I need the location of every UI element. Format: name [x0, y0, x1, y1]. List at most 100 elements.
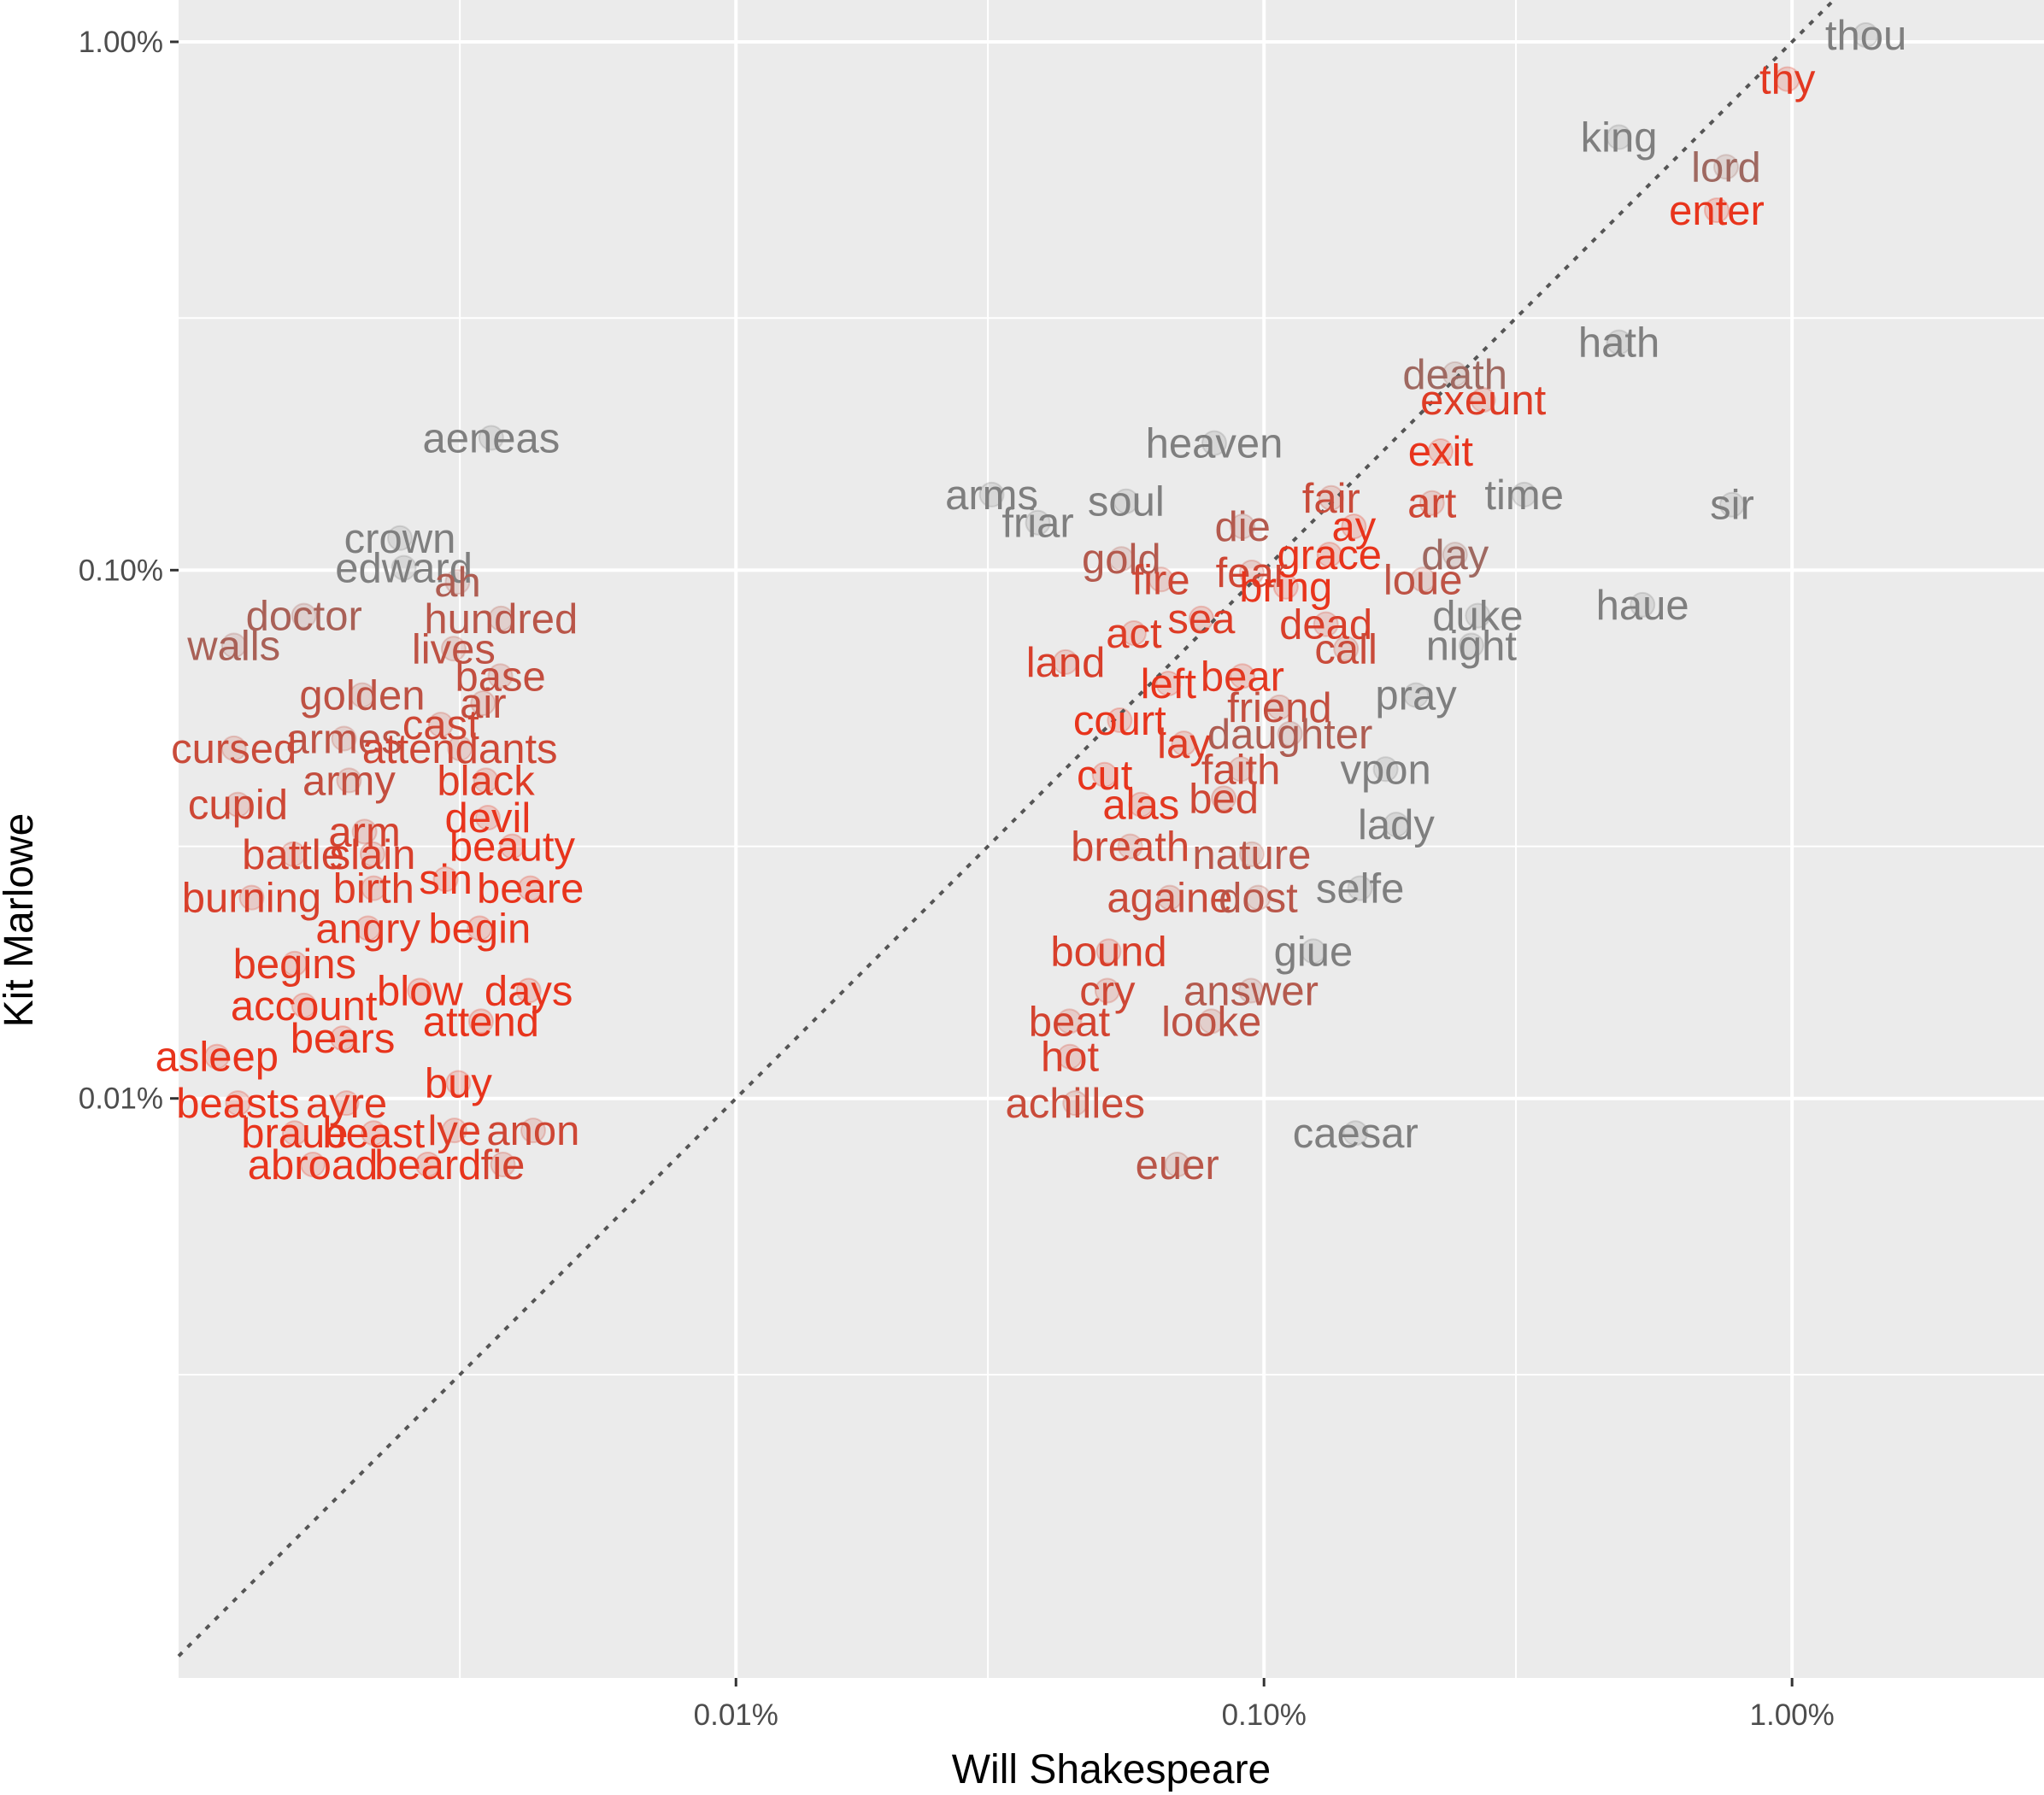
word-label: armes: [285, 716, 402, 762]
word-label: base: [455, 654, 545, 700]
word-point: [238, 884, 265, 911]
word-label: exeunt: [1420, 378, 1547, 424]
word-point: [1062, 1090, 1089, 1117]
word-label: friend: [1227, 685, 1332, 731]
word-label: duke: [1432, 594, 1523, 640]
word-label: buy: [425, 1061, 493, 1107]
word-point: [1094, 977, 1120, 1004]
word-point: [1313, 611, 1339, 637]
word-label: looke: [1161, 999, 1261, 1045]
word-label: doctor: [246, 594, 362, 640]
word-point: [220, 632, 247, 659]
word-label: account: [231, 983, 378, 1029]
word-point: [351, 818, 378, 845]
word-point: [1107, 707, 1133, 733]
word-point: [333, 1090, 360, 1117]
word-point: [414, 1151, 441, 1177]
word-point: [520, 1117, 546, 1144]
word-label: sin: [419, 857, 473, 903]
word-point: [1113, 488, 1139, 514]
word-label: day: [1421, 532, 1489, 578]
y-tick-label: 0.10%: [79, 554, 163, 587]
word-point: [1229, 663, 1255, 689]
word-label: crown: [344, 516, 456, 562]
word-point: [490, 1151, 516, 1177]
word-label: bears: [291, 1016, 396, 1062]
word-label: art: [1407, 481, 1457, 527]
reference-line: [177, 0, 1835, 1657]
word-point: [1470, 387, 1496, 414]
word-point: [467, 915, 493, 941]
word-point: [391, 554, 417, 581]
word-point: [1719, 491, 1746, 518]
word-point: [1341, 513, 1367, 540]
word-label: lives: [412, 626, 496, 672]
word-label: act: [1106, 611, 1162, 657]
word-point: [1606, 329, 1632, 355]
word-label: selfe: [1316, 866, 1405, 912]
word-point: [1333, 636, 1360, 662]
word-label: beasts: [176, 1081, 299, 1127]
word-point: [1704, 197, 1730, 224]
word-label: call: [1314, 626, 1377, 672]
word-label: golden: [299, 673, 425, 719]
word-point: [1211, 785, 1237, 812]
word-label: left: [1141, 661, 1197, 707]
word-label: birth: [333, 866, 414, 912]
word-label: achilles: [1006, 1081, 1145, 1127]
x-tick-label: 0.10%: [1222, 1698, 1307, 1732]
word-point: [281, 1120, 308, 1147]
word-point: [349, 682, 375, 708]
word-point: [387, 525, 414, 551]
word-label: beast: [322, 1111, 425, 1157]
word-label: aeneas: [422, 415, 560, 461]
word-label: giue: [1274, 929, 1354, 975]
word-label: bound: [1050, 929, 1166, 975]
word-point: [1272, 573, 1299, 600]
word-point: [361, 875, 387, 901]
word-point: [467, 1008, 494, 1035]
word-label: ah: [434, 560, 481, 606]
word-point: [281, 950, 308, 977]
x-tick-label: 1.00%: [1750, 1698, 1835, 1732]
word-label: cut: [1077, 753, 1133, 799]
word-label: heaven: [1146, 421, 1283, 467]
word-point: [203, 1043, 230, 1070]
word-point: [1372, 756, 1399, 783]
word-label: sir: [1710, 483, 1754, 529]
word-label: time: [1484, 472, 1564, 519]
word-label: begins: [233, 941, 356, 988]
word-point: [1245, 884, 1272, 911]
word-point: [280, 841, 307, 867]
word-point: [1630, 591, 1656, 618]
word-point: [444, 569, 471, 595]
word-label: land: [1026, 640, 1106, 686]
word-label: breath: [1071, 824, 1189, 871]
major-gridlines: [179, 0, 2044, 1678]
word-label: abroad: [248, 1142, 379, 1188]
word-point: [1266, 694, 1293, 720]
word-point: [1155, 671, 1182, 697]
word-label: lay: [1157, 721, 1211, 767]
word-point: [361, 1120, 387, 1147]
word-point: [1774, 66, 1800, 92]
word-label: hundred: [424, 596, 578, 642]
word-point: [1057, 1043, 1084, 1070]
word-point: [225, 791, 251, 818]
word-label: cupid: [188, 783, 288, 829]
word-point: [488, 605, 514, 631]
word-point: [1117, 833, 1143, 859]
word-point: [1442, 542, 1468, 568]
plot-panel: [179, 0, 2044, 1678]
word-label: army: [302, 758, 396, 804]
word-label: enter: [1669, 188, 1765, 234]
word-point: [1465, 602, 1491, 629]
word-label: beard: [374, 1142, 481, 1188]
word-point: [1511, 481, 1537, 507]
word-label: walls: [186, 624, 280, 670]
word-label: ay: [1332, 504, 1377, 550]
word-label: burning: [182, 876, 321, 922]
word-label: blow: [377, 968, 463, 1014]
word-label: asleep: [156, 1035, 279, 1081]
word-point: [291, 602, 317, 629]
